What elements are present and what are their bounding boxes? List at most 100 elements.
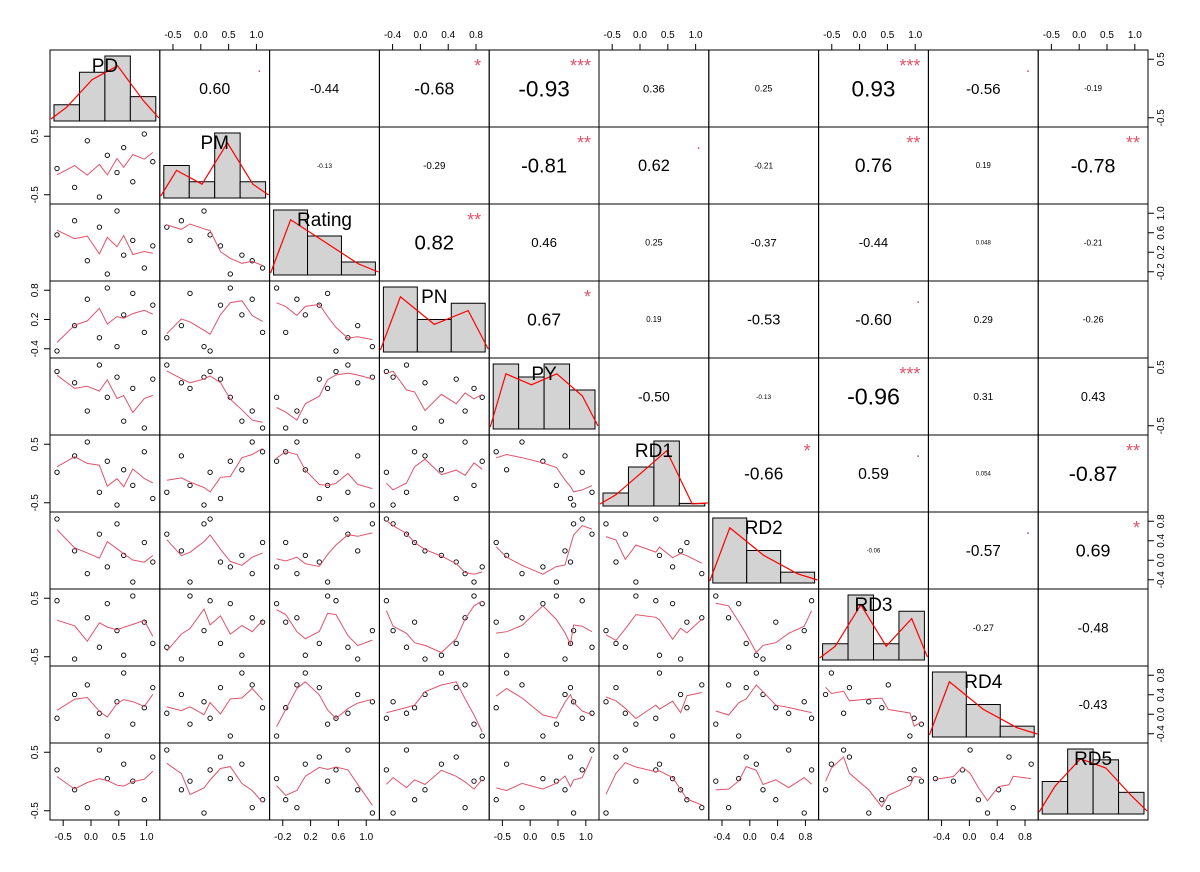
scatter-point-7-0-2 bbox=[84, 615, 90, 621]
scatter-point-9-6-8 bbox=[773, 797, 779, 803]
panel-frame-pm-pd bbox=[49, 126, 161, 205]
scatter-point-4-0-5 bbox=[114, 374, 120, 380]
scatter-point-3-1-1 bbox=[178, 322, 185, 329]
correlation-value-1-4: -0.81 bbox=[521, 156, 567, 178]
scatter-point-7-1-1 bbox=[178, 656, 185, 662]
scatter-point-6-2-9 bbox=[316, 559, 322, 565]
panel-frame-rd4-rd3 bbox=[818, 665, 929, 744]
scatter-point-9-0-6 bbox=[121, 761, 127, 767]
smooth-line-6-1 bbox=[166, 534, 263, 566]
scatter-point-7-6-4 bbox=[736, 600, 742, 607]
scatter-point-8-7-7 bbox=[918, 721, 925, 727]
scatter-point-7-5-1 bbox=[677, 656, 684, 662]
scatter-point-7-0-3 bbox=[96, 644, 103, 650]
smooth-line-7-1 bbox=[166, 608, 263, 652]
scatter-point-6-3-2 bbox=[462, 570, 468, 577]
correlation-value-0-9: -0.19 bbox=[1084, 84, 1102, 93]
scatter-point-3-2-5 bbox=[369, 343, 376, 350]
scatter-point-6-0-8 bbox=[141, 539, 147, 546]
scatter-point-4-2-8 bbox=[283, 425, 289, 431]
scatter-point-4-3-9 bbox=[453, 376, 459, 382]
scatter-point-8-0-2 bbox=[84, 682, 90, 688]
smooth-line-6-0 bbox=[56, 529, 154, 563]
panel-frame-rd4-py bbox=[488, 665, 600, 744]
scatter-point-7-4-5 bbox=[570, 627, 577, 634]
scatter-point-7-2-6 bbox=[302, 652, 308, 658]
scatter-point-7-0-4 bbox=[104, 600, 110, 607]
left-tick-label-5-0: -0.5 bbox=[30, 494, 41, 512]
density-curve-rd2 bbox=[709, 526, 818, 582]
scatter-point-4-1-6 bbox=[239, 418, 245, 424]
scatter-point-9-2-1 bbox=[355, 787, 361, 793]
scatter-point-9-7-2 bbox=[885, 804, 891, 811]
histogram-bar-pn-2 bbox=[450, 302, 486, 353]
scatter-point-4-3-0 bbox=[383, 368, 390, 375]
scatter-point-7-4-6 bbox=[503, 652, 510, 658]
correlation-value-0-5: 0.36 bbox=[643, 83, 665, 95]
scatter-point-9-5-2 bbox=[699, 804, 705, 811]
bottom-tick-label-0-1: 0.0 bbox=[84, 832, 98, 843]
significance-stars-6-8: . bbox=[1026, 521, 1030, 538]
scatter-point-7-5-8 bbox=[684, 619, 690, 625]
scatter-point-5-4-9 bbox=[567, 495, 574, 502]
scatter-point-9-7-6 bbox=[828, 761, 835, 767]
scatter-point-7-1-8 bbox=[259, 619, 266, 625]
scatter-point-5-2-5 bbox=[369, 502, 376, 508]
scatter-point-8-3-9 bbox=[453, 684, 459, 691]
scatter-point-9-1-0 bbox=[207, 767, 213, 773]
scatter-point-9-6-7 bbox=[713, 778, 719, 784]
scatter-point-7-6-0 bbox=[808, 598, 815, 604]
histogram-bar-rd4-2 bbox=[999, 725, 1035, 738]
scatter-point-5-3-1 bbox=[422, 453, 428, 459]
scatter-point-9-4-4 bbox=[540, 775, 546, 782]
scatter-point-4-2-1 bbox=[355, 380, 361, 386]
scatter-point-8-2-1 bbox=[355, 691, 361, 698]
top-tick-label-1-0: -0.5 bbox=[164, 30, 182, 41]
density-curve-rd1 bbox=[599, 449, 708, 505]
scatter-point-8-7-3 bbox=[840, 710, 847, 716]
scatter-point-6-0-9 bbox=[150, 559, 156, 565]
scatter-point-9-0-5 bbox=[114, 810, 120, 816]
scatter-point-6-1-1 bbox=[178, 548, 185, 554]
scatter-point-6-4-3 bbox=[589, 531, 595, 537]
scatter-point-7-0-7 bbox=[130, 593, 136, 599]
scatter-point-6-3-8 bbox=[411, 539, 418, 546]
scatter-point-9-1-9 bbox=[217, 754, 224, 760]
bottom-tick-label-6-0: -0.4 bbox=[713, 832, 731, 843]
scatter-point-7-2-0 bbox=[333, 598, 339, 604]
scatter-point-5-2-1 bbox=[355, 453, 361, 459]
bottom-tick-label-4-2: 0.5 bbox=[551, 832, 565, 843]
correlation-value-1-6: -0.21 bbox=[754, 161, 773, 170]
top-tick-label-7-0: -0.5 bbox=[823, 30, 841, 41]
scatter-point-3-1-8 bbox=[259, 329, 266, 336]
scatter-point-4-2-2 bbox=[294, 408, 300, 414]
significance-stars-1-7: ** bbox=[906, 133, 920, 153]
scatter-point-9-1-1 bbox=[178, 787, 185, 793]
correlation-value-1-3: -0.29 bbox=[423, 161, 445, 172]
smooth-line-6-4 bbox=[495, 525, 593, 575]
left-tick-label-9-1: 0.5 bbox=[30, 745, 41, 759]
scatter-point-4-2-4 bbox=[273, 394, 280, 400]
scatter-point-9-4-0 bbox=[579, 767, 585, 773]
scatter-point-6-5-0 bbox=[653, 516, 659, 522]
scatter-point-9-3-3 bbox=[403, 747, 410, 753]
scatter-point-3-2-6 bbox=[302, 312, 308, 318]
panel-frame-rd2-pn bbox=[378, 511, 490, 590]
scatter-point-8-1-1 bbox=[178, 691, 185, 698]
scatter-point-8-0-6 bbox=[121, 670, 127, 676]
scatter-point-2-0-7 bbox=[130, 237, 136, 244]
scatter-point-9-3-4 bbox=[479, 775, 485, 782]
scatter-point-9-5-7 bbox=[633, 778, 639, 784]
histogram-bar-rd2-2 bbox=[780, 571, 816, 584]
scatter-point-7-5-5 bbox=[603, 627, 609, 634]
panel-frame-rd2-py bbox=[488, 511, 600, 590]
bottom-tick-label-0-0: -0.5 bbox=[55, 832, 73, 843]
scatter-point-3-0-5 bbox=[114, 343, 120, 350]
smooth-line-2-1 bbox=[166, 223, 263, 267]
correlation-value-3-9: -0.26 bbox=[1083, 315, 1104, 325]
scatter-point-5-0-6 bbox=[121, 467, 127, 473]
scatter-point-8-6-0 bbox=[808, 715, 815, 721]
variable-label-rd5: RD5 bbox=[1074, 749, 1112, 770]
scatter-point-1-0-7 bbox=[130, 179, 136, 185]
scatter-point-7-2-2 bbox=[294, 615, 300, 621]
